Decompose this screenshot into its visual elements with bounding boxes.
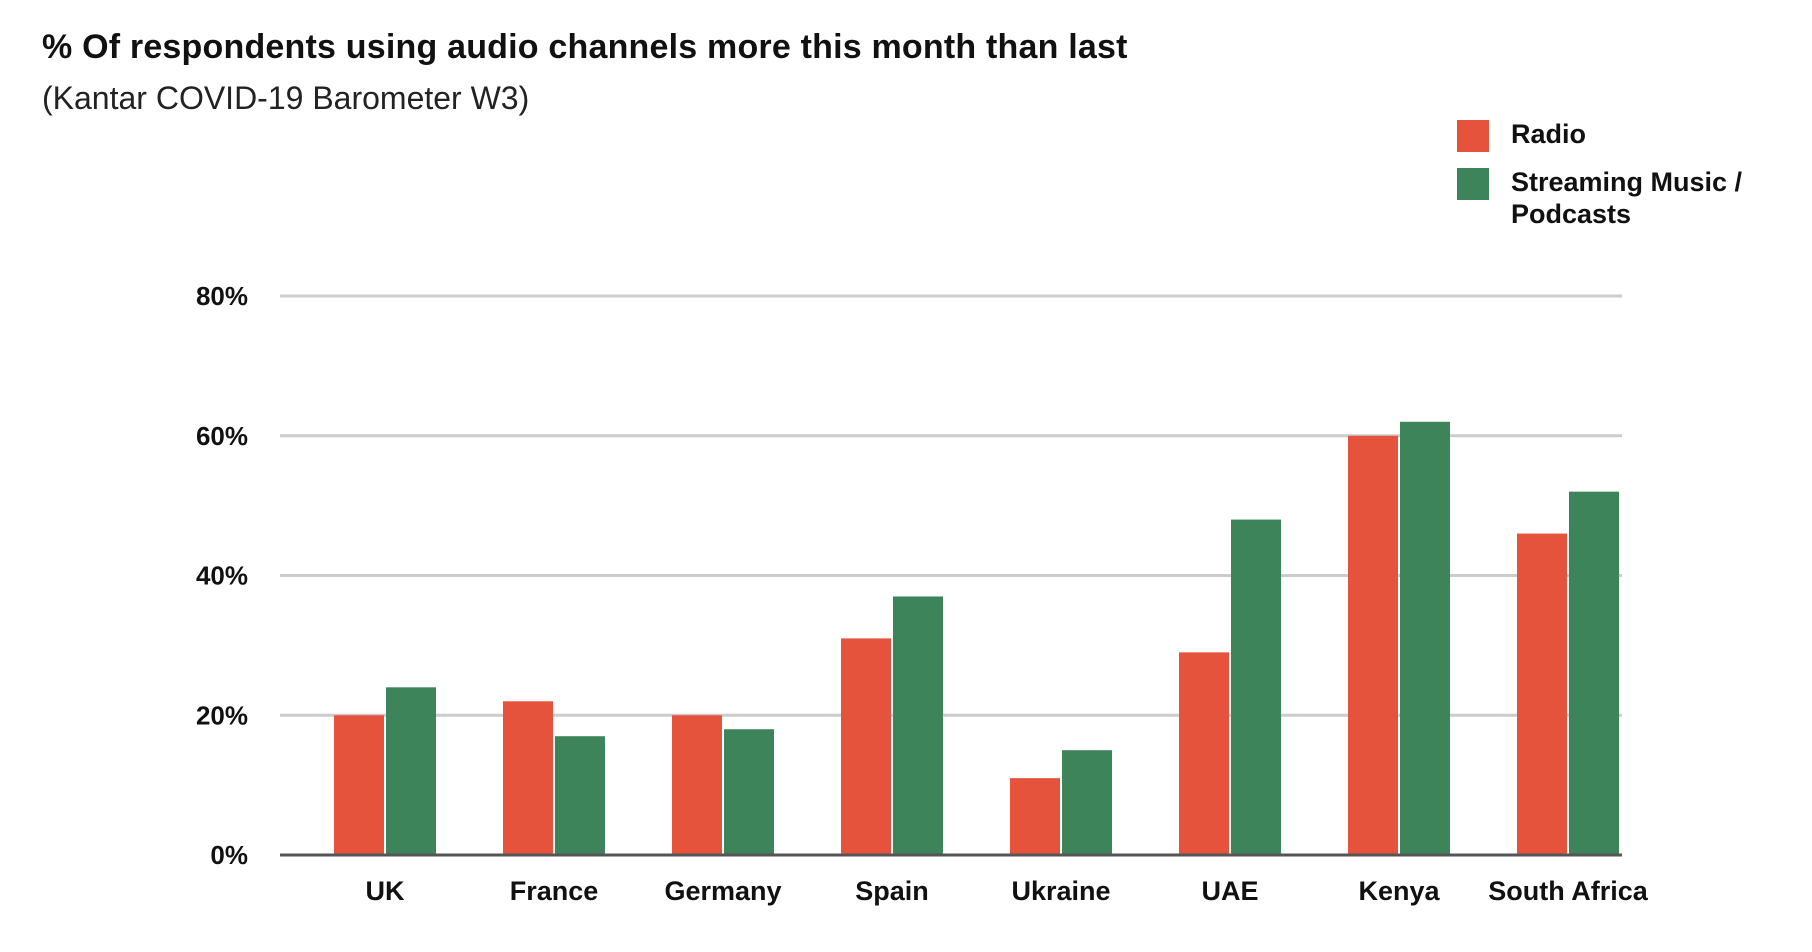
y-tick-label: 20%: [196, 700, 248, 730]
bar-radio-germany: [672, 715, 722, 855]
y-tick-label: 0%: [210, 840, 248, 870]
x-tick-label: South Africa: [1488, 876, 1648, 906]
bar-radio-uae: [1179, 652, 1229, 855]
legend-item-streaming: Streaming Music / Podcasts: [1457, 166, 1771, 230]
y-axis-ticks: 0% 20% 40% 60% 80%: [196, 281, 248, 870]
y-tick-label: 40%: [196, 561, 248, 591]
bar-streaming-uae: [1231, 519, 1281, 855]
x-tick-label: France: [510, 876, 599, 906]
legend-item-radio: Radio: [1457, 118, 1771, 152]
legend-label-streaming: Streaming Music / Podcasts: [1511, 167, 1743, 229]
x-tick-label: Spain: [855, 876, 929, 906]
x-tick-label: UK: [366, 876, 405, 906]
bar-radio-ukraine: [1010, 778, 1060, 855]
x-axis-ticks: UK France Germany Spain Ukraine UAE Kenya South…: [366, 876, 1649, 906]
bar-radio-kenya: [1348, 435, 1398, 855]
bar-streaming-france: [555, 736, 605, 855]
bar-radio-spain: [841, 638, 891, 855]
chart-subtitle: (Kantar COVID-19 Barometer W3): [42, 80, 530, 116]
bar-radio-uk: [334, 715, 384, 855]
bar-radio-france: [503, 701, 553, 855]
bar-streaming-ukraine: [1062, 750, 1112, 855]
x-tick-label: Germany: [664, 876, 781, 906]
bar-streaming-germany: [724, 729, 774, 855]
bars: [334, 421, 1619, 855]
chart-title: % Of respondents using audio channels mo…: [42, 28, 1128, 66]
x-tick-label: Ukraine: [1011, 876, 1110, 906]
x-tick-label: Kenya: [1358, 876, 1440, 906]
y-tick-label: 80%: [196, 281, 248, 311]
bar-streaming-uk: [386, 687, 436, 855]
bar-radio-south-africa: [1517, 533, 1567, 855]
y-tick-label: 60%: [196, 421, 248, 451]
x-tick-label: UAE: [1201, 876, 1258, 906]
legend-label-radio: Radio: [1511, 119, 1587, 149]
bar-streaming-spain: [893, 596, 943, 855]
legend: Radio Streaming Music / Podcasts: [1457, 118, 1771, 244]
legend-swatch-radio: [1457, 120, 1489, 152]
bar-streaming-kenya: [1400, 421, 1450, 855]
bar-streaming-south-africa: [1569, 491, 1619, 855]
legend-swatch-streaming: [1457, 168, 1489, 200]
